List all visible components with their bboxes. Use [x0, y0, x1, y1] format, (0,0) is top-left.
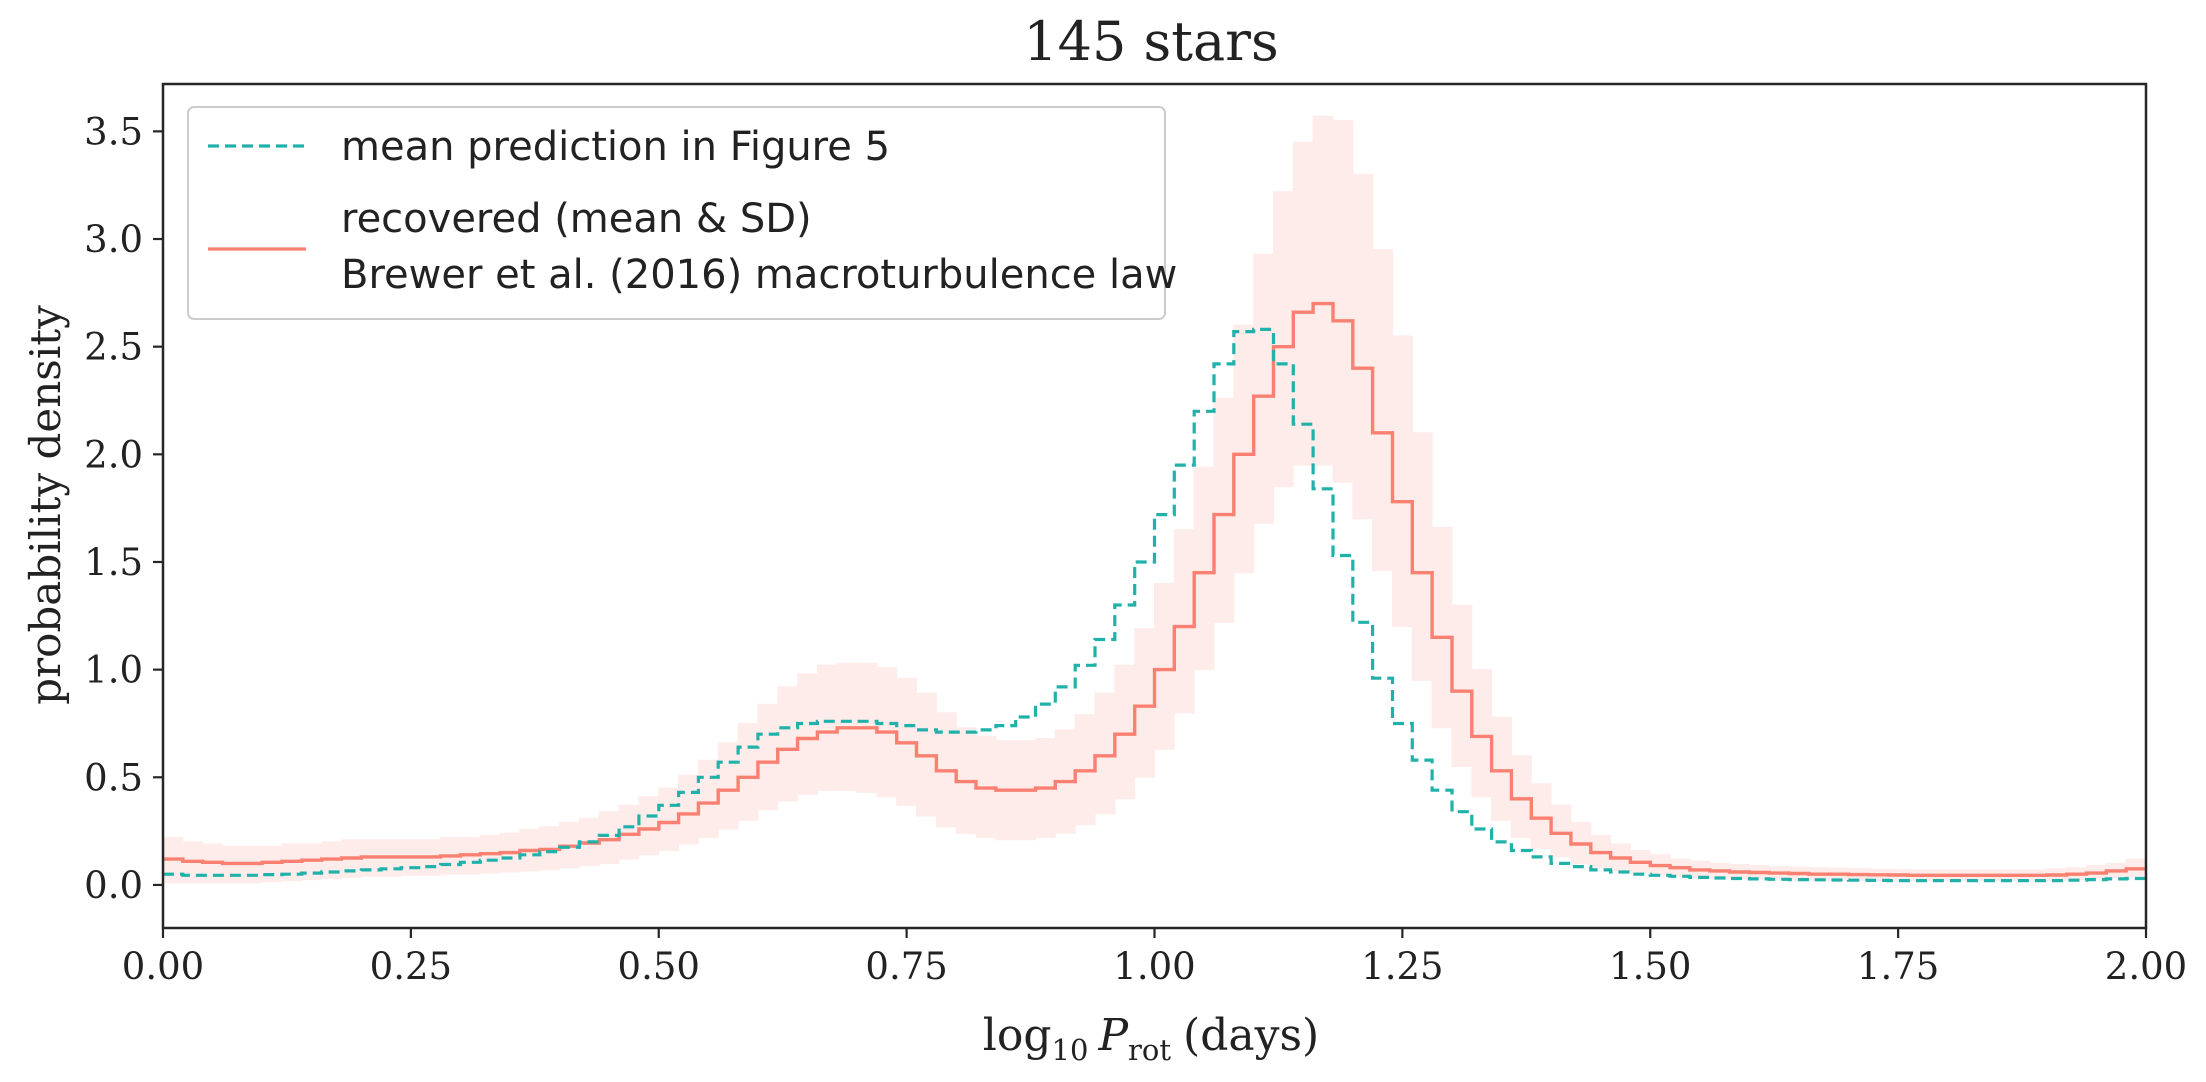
x-label-log-base: 10 — [1052, 1033, 1089, 1067]
x-tick-label: 0.25 — [370, 945, 452, 988]
axis-ticks: 0.00 0.25 0.50 0.75 1.00 1.25 1.50 1.75 2.00 0.0 0… — [84, 110, 2187, 988]
x-tick-label: 0.00 — [122, 945, 204, 988]
x-tick-label: 1.50 — [1609, 945, 1691, 988]
x-tick-label: 0.50 — [618, 945, 700, 988]
legend: mean prediction in Figure 5 recovered (m… — [187, 106, 1177, 320]
x-tick-label: 1.25 — [1361, 945, 1443, 988]
series-lines — [163, 301, 2146, 883]
sd-band — [162, 115, 2147, 884]
x-label-subscript: rot — [1128, 1033, 1171, 1067]
y-tick-label: 3.0 — [84, 218, 143, 261]
x-label-log: log — [983, 1010, 1052, 1061]
x-label-variable: P — [1097, 1010, 1129, 1061]
sd-band-area — [162, 115, 2147, 884]
series-prediction-line — [163, 327, 2146, 883]
legend-label-prediction: mean prediction in Figure 5 — [341, 124, 890, 170]
chart-title: 145 stars — [1023, 10, 1278, 73]
x-tick-label: 1.00 — [1113, 945, 1195, 988]
series-recovered-line — [163, 301, 2146, 877]
y-tick-label: 0.0 — [84, 864, 143, 907]
y-tick-label: 2.5 — [84, 326, 143, 369]
y-tick-label: 1.0 — [84, 649, 143, 692]
x-tick-label: 0.75 — [865, 945, 947, 988]
x-tick-label: 2.00 — [2105, 945, 2187, 988]
legend-label-brewer: Brewer et al. (2016) macroturbulence law — [341, 252, 1177, 298]
x-tick-label: 1.75 — [1857, 945, 1939, 988]
y-tick-label: 2.0 — [84, 433, 143, 476]
x-label-units: (days) — [1183, 1010, 1319, 1061]
plot-frame — [161, 82, 2148, 930]
y-axis-label: probability density — [21, 305, 70, 705]
y-tick-label: 1.5 — [84, 541, 143, 584]
y-tick-label: 3.5 — [84, 110, 143, 153]
y-tick-label: 0.5 — [84, 756, 143, 799]
legend-box — [187, 106, 1166, 320]
x-axis-label: log10 Prot (days) — [983, 1010, 1319, 1067]
legend-label-recovered: recovered (mean & SD) — [341, 196, 812, 242]
